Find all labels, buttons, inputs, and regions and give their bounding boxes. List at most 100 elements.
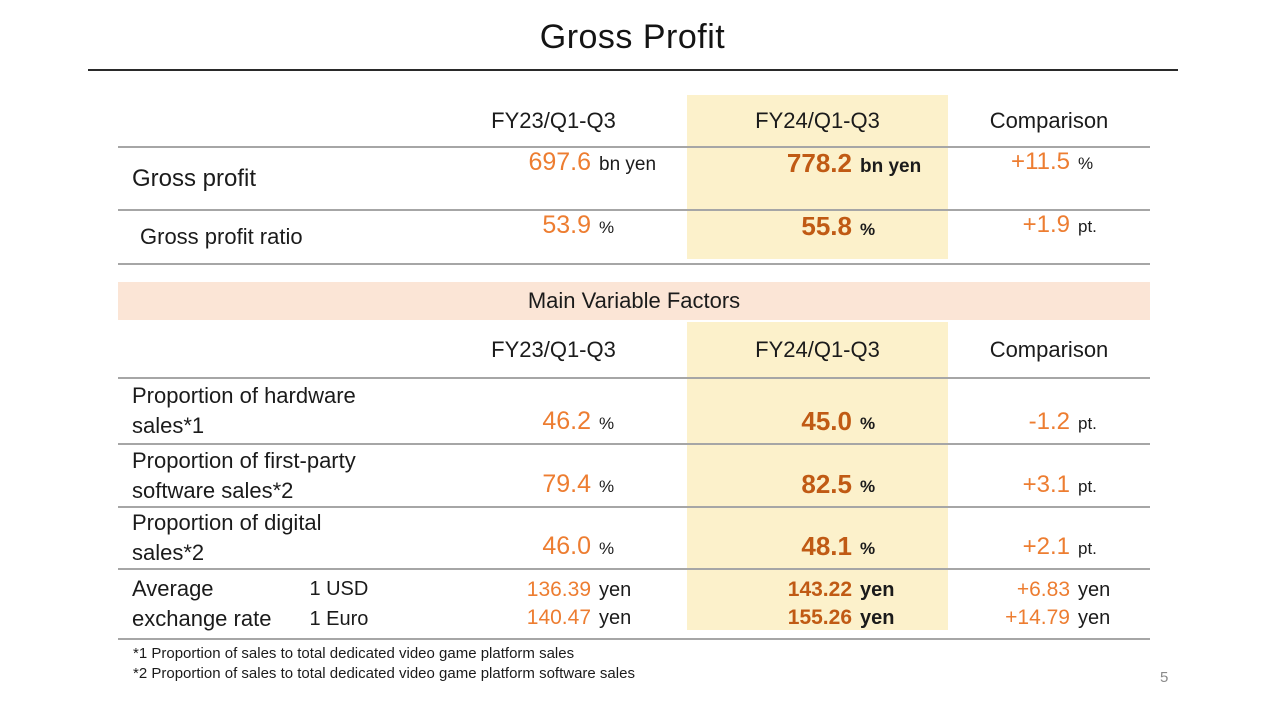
fy24-value: 778.2 bn yen <box>687 148 948 209</box>
comparison-value: +3.1 pt. <box>948 445 1150 506</box>
fy24-value: 45.0 % <box>687 379 948 443</box>
gross-profit-table: FY23/Q1-Q3 FY24/Q1-Q3 Comparison Gross p… <box>118 95 1150 265</box>
value-number: 46.0 <box>542 532 591 560</box>
footnote-2: *2 Proportion of sales to total dedicate… <box>133 665 635 682</box>
value-unit: bn yen <box>860 156 922 177</box>
row-label-line2: exchange rate <box>132 606 272 631</box>
usd-rate: 136.39 yen <box>420 576 687 604</box>
fy24-highlight-column <box>687 322 948 630</box>
table-row-gross-profit-ratio: Gross profit ratio 53.9 % 55.8 % +1.9 pt… <box>118 211 1150 265</box>
header-fy23: FY23/Q1-Q3 <box>491 336 616 362</box>
variable-factors-table: FY23/Q1-Q3 FY24/Q1-Q3 Comparison Proport… <box>118 322 1150 640</box>
table-row-gross-profit: Gross profit 697.6 bn yen 778.2 bn yen +… <box>118 148 1150 211</box>
comparison-value: -1.2 pt. <box>948 379 1150 443</box>
header-empty-cell <box>118 322 420 377</box>
value-unit: bn yen <box>599 154 657 175</box>
comparison-value: +1.9 pt. <box>948 211 1150 263</box>
value-unit: pt. <box>1078 217 1097 236</box>
table-header-row: FY23/Q1-Q3 FY24/Q1-Q3 Comparison <box>118 95 1150 148</box>
value-number: 46.2 <box>542 407 591 435</box>
sublabel-euro: 1 Euro <box>309 608 369 630</box>
table-header-row: FY23/Q1-Q3 FY24/Q1-Q3 Comparison <box>118 322 1150 379</box>
row-label: Proportion of digital sales*2 <box>118 508 420 568</box>
value-unit: pt. <box>1078 414 1097 433</box>
value-unit: yen <box>1078 607 1111 629</box>
row-label-line1: Proportion of hardware <box>132 383 356 408</box>
value-unit: pt. <box>1078 539 1097 558</box>
euro-rate: +14.79 yen <box>948 604 1150 632</box>
fy23-value: 79.4 % <box>420 445 687 506</box>
row-label-line1: Average <box>132 576 214 601</box>
title-underline <box>88 69 1178 71</box>
value-unit: pt. <box>1078 477 1097 496</box>
row-label: Proportion of first-party software sales… <box>118 445 420 506</box>
euro-rate: 140.47 yen <box>420 604 687 632</box>
footnotes: *1 Proportion of sales to total dedicate… <box>133 644 635 684</box>
table-row-digital-sales: Proportion of digital sales*2 46.0 % 48.… <box>118 508 1150 570</box>
value-number: -1.2 <box>1028 408 1070 435</box>
row-label: Average exchange rate 1 USD 1 Euro <box>118 570 420 638</box>
value-number: +3.1 <box>1022 471 1070 498</box>
header-empty-cell <box>118 95 420 146</box>
value-number: 82.5 <box>801 469 852 499</box>
comparison-value: +11.5 % <box>948 148 1150 209</box>
value-unit: yen <box>860 607 895 629</box>
value-unit: % <box>860 539 876 558</box>
value-unit: yen <box>599 607 632 629</box>
fy23-value: 46.0 % <box>420 508 687 568</box>
value-unit: % <box>1078 154 1094 173</box>
value-unit: % <box>860 414 876 433</box>
row-label-line2: sales*1 <box>132 413 205 438</box>
fy23-value: 46.2 % <box>420 379 687 443</box>
value-number: 79.4 <box>542 470 591 498</box>
usd-rate: +6.83 yen <box>948 576 1150 604</box>
header-fy23: FY23/Q1-Q3 <box>491 107 616 133</box>
value-unit: yen <box>860 579 895 601</box>
value-unit: % <box>599 477 615 496</box>
usd-rate: 143.22 yen <box>687 576 948 604</box>
value-number: 778.2 <box>786 148 852 178</box>
table-row-first-party-software-sales: Proportion of first-party software sales… <box>118 445 1150 508</box>
fy24-value: 55.8 % <box>687 211 948 263</box>
value-number: 140.47 <box>526 606 591 629</box>
row-label-line2: sales*2 <box>132 540 205 565</box>
header-fy24: FY24/Q1-Q3 <box>755 107 880 133</box>
value-number: +2.1 <box>1022 533 1070 560</box>
row-label-line1: Proportion of first-party <box>132 447 356 473</box>
fy24-highlight-column <box>687 95 948 259</box>
fy23-value: 53.9 % <box>420 211 687 263</box>
page-number: 5 <box>1160 669 1169 686</box>
table-row-hardware-sales: Proportion of hardware sales*1 46.2 % 45… <box>118 379 1150 445</box>
value-unit: % <box>599 539 615 558</box>
value-unit: % <box>860 477 876 496</box>
value-number: 45.0 <box>801 406 852 436</box>
value-number: 136.39 <box>526 578 591 601</box>
value-number: 55.8 <box>801 211 852 241</box>
exchange-rate-label: Average exchange rate <box>132 574 271 634</box>
fy24-value: 82.5 % <box>687 445 948 506</box>
fy24-value: 48.1 % <box>687 508 948 568</box>
header-fy24: FY24/Q1-Q3 <box>755 336 880 362</box>
value-number: +1.9 <box>1022 211 1070 238</box>
header-comparison: Comparison <box>989 107 1109 133</box>
comparison-value: +2.1 pt. <box>948 508 1150 568</box>
value-unit: % <box>860 220 876 239</box>
value-number: +11.5 <box>1011 148 1070 175</box>
value-unit: yen <box>1078 579 1111 601</box>
header-comparison: Comparison <box>989 336 1109 362</box>
fy23-value: 136.39 yen 140.47 yen <box>420 570 687 638</box>
value-unit: yen <box>599 579 632 601</box>
row-label-line1: Proportion of digital <box>132 510 322 535</box>
value-unit: % <box>599 218 615 237</box>
row-label: Gross profit ratio <box>140 224 303 249</box>
value-unit: % <box>599 414 615 433</box>
fy24-value: 143.22 yen 155.26 yen <box>687 570 948 638</box>
value-number: 143.22 <box>787 578 852 601</box>
fy23-value: 697.6 bn yen <box>420 148 687 209</box>
row-label-line2: software sales*2 <box>132 477 294 503</box>
table-row-average-exchange-rate: Average exchange rate 1 USD 1 Euro 136.3… <box>118 570 1150 640</box>
main-variable-factors-banner: Main Variable Factors <box>118 282 1150 320</box>
page-title: Gross Profit <box>539 18 726 56</box>
currency-sublabels: 1 USD 1 Euro <box>309 574 368 634</box>
